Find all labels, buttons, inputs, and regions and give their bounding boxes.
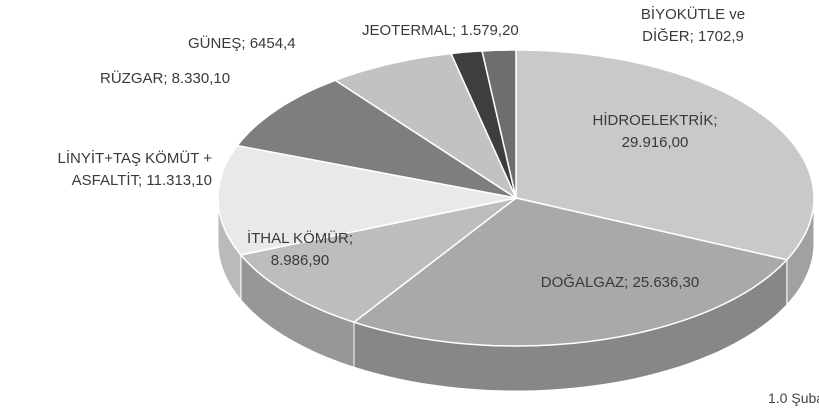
slice — [333, 52, 518, 201]
category-label: RÜZGAR; — [100, 70, 168, 87]
data-label: JEOTERMAL; 1.579,20 — [362, 20, 572, 42]
slice — [449, 50, 517, 199]
value-label: 29.916,00 — [621, 134, 689, 151]
data-label: GÜNEŞ; 6454,4 — [188, 33, 348, 55]
category-label: İTHAL KÖMÜR; — [246, 230, 354, 247]
value-label: 8.986,90 — [270, 252, 330, 269]
value-label: 1702,9 — [697, 28, 744, 45]
value-label: 25.636,30 — [632, 274, 700, 291]
category-label: DOĞALGAZ; — [540, 274, 629, 291]
data-label: LİNYİT+TAŞ KÖMÜT + ASFALTİT; 11.313,10 — [2, 148, 212, 192]
value-label: 11.313,10 — [146, 172, 212, 189]
data-label: HİDROELEKTRİK; 29.916,00 — [570, 110, 740, 154]
slice — [352, 197, 789, 347]
slice — [515, 49, 815, 261]
category-label: GÜNEŞ; — [188, 35, 246, 52]
data-label: DOĞALGAZ; 25.636,30 — [505, 272, 735, 294]
data-label: BİYOKÜTLE ve DİĞER; 1702,9 — [618, 4, 768, 48]
value-label: 6454,4 — [249, 35, 296, 52]
footer: 1.0 Şubat — [768, 390, 819, 406]
data-label: İTHAL KÖMÜR; 8.986,90 — [225, 228, 375, 272]
category-label: LİNYİT+TAŞ KÖMÜT + ASFALTİT; — [57, 150, 212, 189]
category-label: JEOTERMAL; — [362, 22, 457, 39]
slice — [217, 144, 517, 256]
category-label: HİDROELEKTRİK; — [592, 112, 718, 129]
slice — [235, 79, 517, 199]
value-label: 1.579,20 — [460, 22, 519, 39]
slice — [239, 197, 517, 324]
category-label: BİYOKÜTLE ve DİĞER; — [640, 6, 746, 45]
slice — [481, 49, 517, 199]
value-label: 8.330,10 — [171, 70, 231, 87]
data-label: RÜZGAR; 8.330,10 — [100, 68, 300, 90]
